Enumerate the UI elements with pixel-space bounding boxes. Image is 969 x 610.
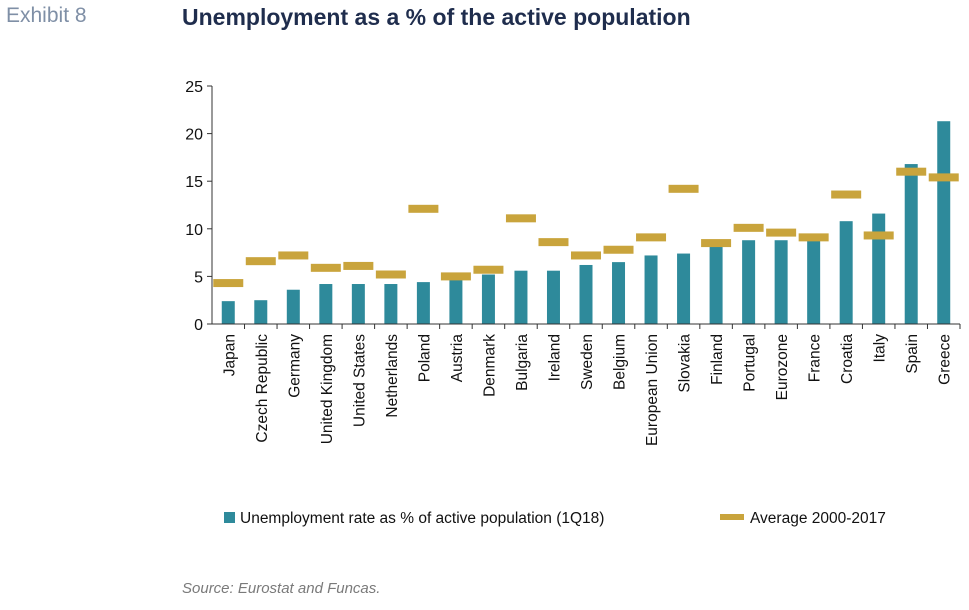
x-tick-label: Ireland (546, 334, 563, 381)
x-tick-label: United Kingdom (319, 334, 336, 444)
bar-austria (449, 276, 463, 324)
x-tick-label: Netherlands (384, 334, 401, 418)
y-axis: 0 5 10 15 20 25 (185, 79, 213, 334)
y-tick-label: 15 (185, 174, 203, 191)
average-marker-belgium (603, 245, 634, 254)
average-marker-bulgaria (505, 214, 536, 223)
exhibit-label: Exhibit 8 (6, 4, 87, 27)
average-marker-sweden (571, 251, 601, 260)
bar-slovakia (677, 253, 691, 324)
average-marker-netherlands (375, 270, 406, 279)
x-tick-label: Austria (449, 334, 466, 383)
x-tick-label: Sweden (579, 334, 596, 390)
average-marker-czech-republic (245, 257, 276, 266)
x-tick-label: France (807, 334, 824, 382)
average-marker-united-kingdom (310, 263, 341, 272)
legend-marker-swatch (720, 514, 744, 520)
bar-ireland (546, 270, 560, 324)
average-marker-series (213, 167, 959, 288)
bar-united-kingdom (319, 284, 333, 324)
average-marker-poland (408, 204, 439, 213)
y-tick-label: 5 (194, 269, 203, 286)
average-marker-denmark (473, 265, 504, 274)
bar-japan (221, 301, 235, 324)
bar-bulgaria (514, 270, 528, 324)
x-tick-label: Portugal (742, 334, 759, 392)
average-marker-united-states (343, 261, 374, 270)
x-tick-label: Spain (904, 334, 921, 374)
x-tick-label: Japan (221, 334, 238, 376)
bar-spain (904, 164, 918, 324)
bar-germany (286, 289, 300, 324)
x-tick-label: Croatia (839, 334, 856, 384)
x-tick-label: Eurozone (774, 334, 791, 400)
y-tick-label: 20 (185, 127, 203, 144)
y-tick-label: 0 (194, 317, 203, 334)
average-marker-germany (278, 251, 309, 260)
bar-eurozone (774, 240, 788, 324)
average-marker-spain (896, 167, 927, 176)
legend-bar-label: Unemployment rate as % of active populat… (240, 510, 604, 527)
legend-marker-label: Average 2000-2017 (750, 510, 886, 527)
bar-finland (709, 245, 723, 324)
x-tick-label: Czech Republic (254, 334, 271, 443)
x-tick-label: Finland (709, 334, 726, 385)
average-marker-eurozone (766, 228, 797, 237)
x-tick-label: United States (351, 334, 368, 427)
x-tick-label: Slovakia (677, 334, 694, 393)
x-tick-label: Bulgaria (514, 334, 531, 391)
average-marker-european-union (636, 233, 667, 242)
bar-france (807, 233, 821, 324)
bar-portugal (742, 240, 756, 324)
average-marker-finland (701, 239, 732, 248)
x-axis: Japan Czech Republic Germany United Kingdom… (212, 323, 961, 446)
bar-sweden (579, 264, 593, 324)
average-marker-portugal (733, 223, 764, 232)
bar-belgium (612, 262, 626, 324)
bar-chart: 0 5 10 15 20 25 Japan Czech Republic Germany Uni… (185, 79, 961, 527)
average-marker-greece (928, 173, 959, 182)
bar-series (221, 121, 951, 324)
y-tick-label: 10 (185, 222, 203, 239)
bar-european-union (644, 255, 658, 324)
y-tick-label: 25 (185, 79, 203, 96)
chart-title: Unemployment as a % of the active popula… (182, 4, 691, 30)
x-tick-label: Germany (286, 334, 303, 398)
bar-denmark (481, 274, 495, 324)
x-tick-label: European Union (644, 334, 661, 446)
x-tick-label: Italy (872, 334, 889, 363)
average-marker-japan (213, 279, 244, 288)
bar-croatia (839, 221, 853, 324)
average-marker-croatia (831, 190, 862, 199)
source-note: Source: Eurostat and Funcas. (182, 580, 381, 597)
x-tick-label: Poland (416, 334, 433, 382)
x-tick-label: Denmark (481, 334, 498, 397)
legend: Unemployment rate as % of active populat… (224, 510, 886, 527)
average-marker-italy (863, 231, 894, 240)
bar-italy (872, 213, 886, 324)
average-marker-france (798, 233, 829, 242)
bar-netherlands (384, 284, 398, 324)
x-tick-label: Greece (937, 334, 954, 385)
average-marker-ireland (538, 238, 569, 247)
average-marker-slovakia (668, 184, 699, 193)
bar-poland (416, 282, 430, 324)
average-marker-austria (440, 272, 471, 281)
legend-bar-swatch (224, 512, 235, 523)
bar-greece (937, 121, 951, 324)
bar-united-states (351, 284, 365, 324)
bar-czech-republic (254, 300, 268, 324)
x-tick-label: Belgium (612, 334, 629, 390)
